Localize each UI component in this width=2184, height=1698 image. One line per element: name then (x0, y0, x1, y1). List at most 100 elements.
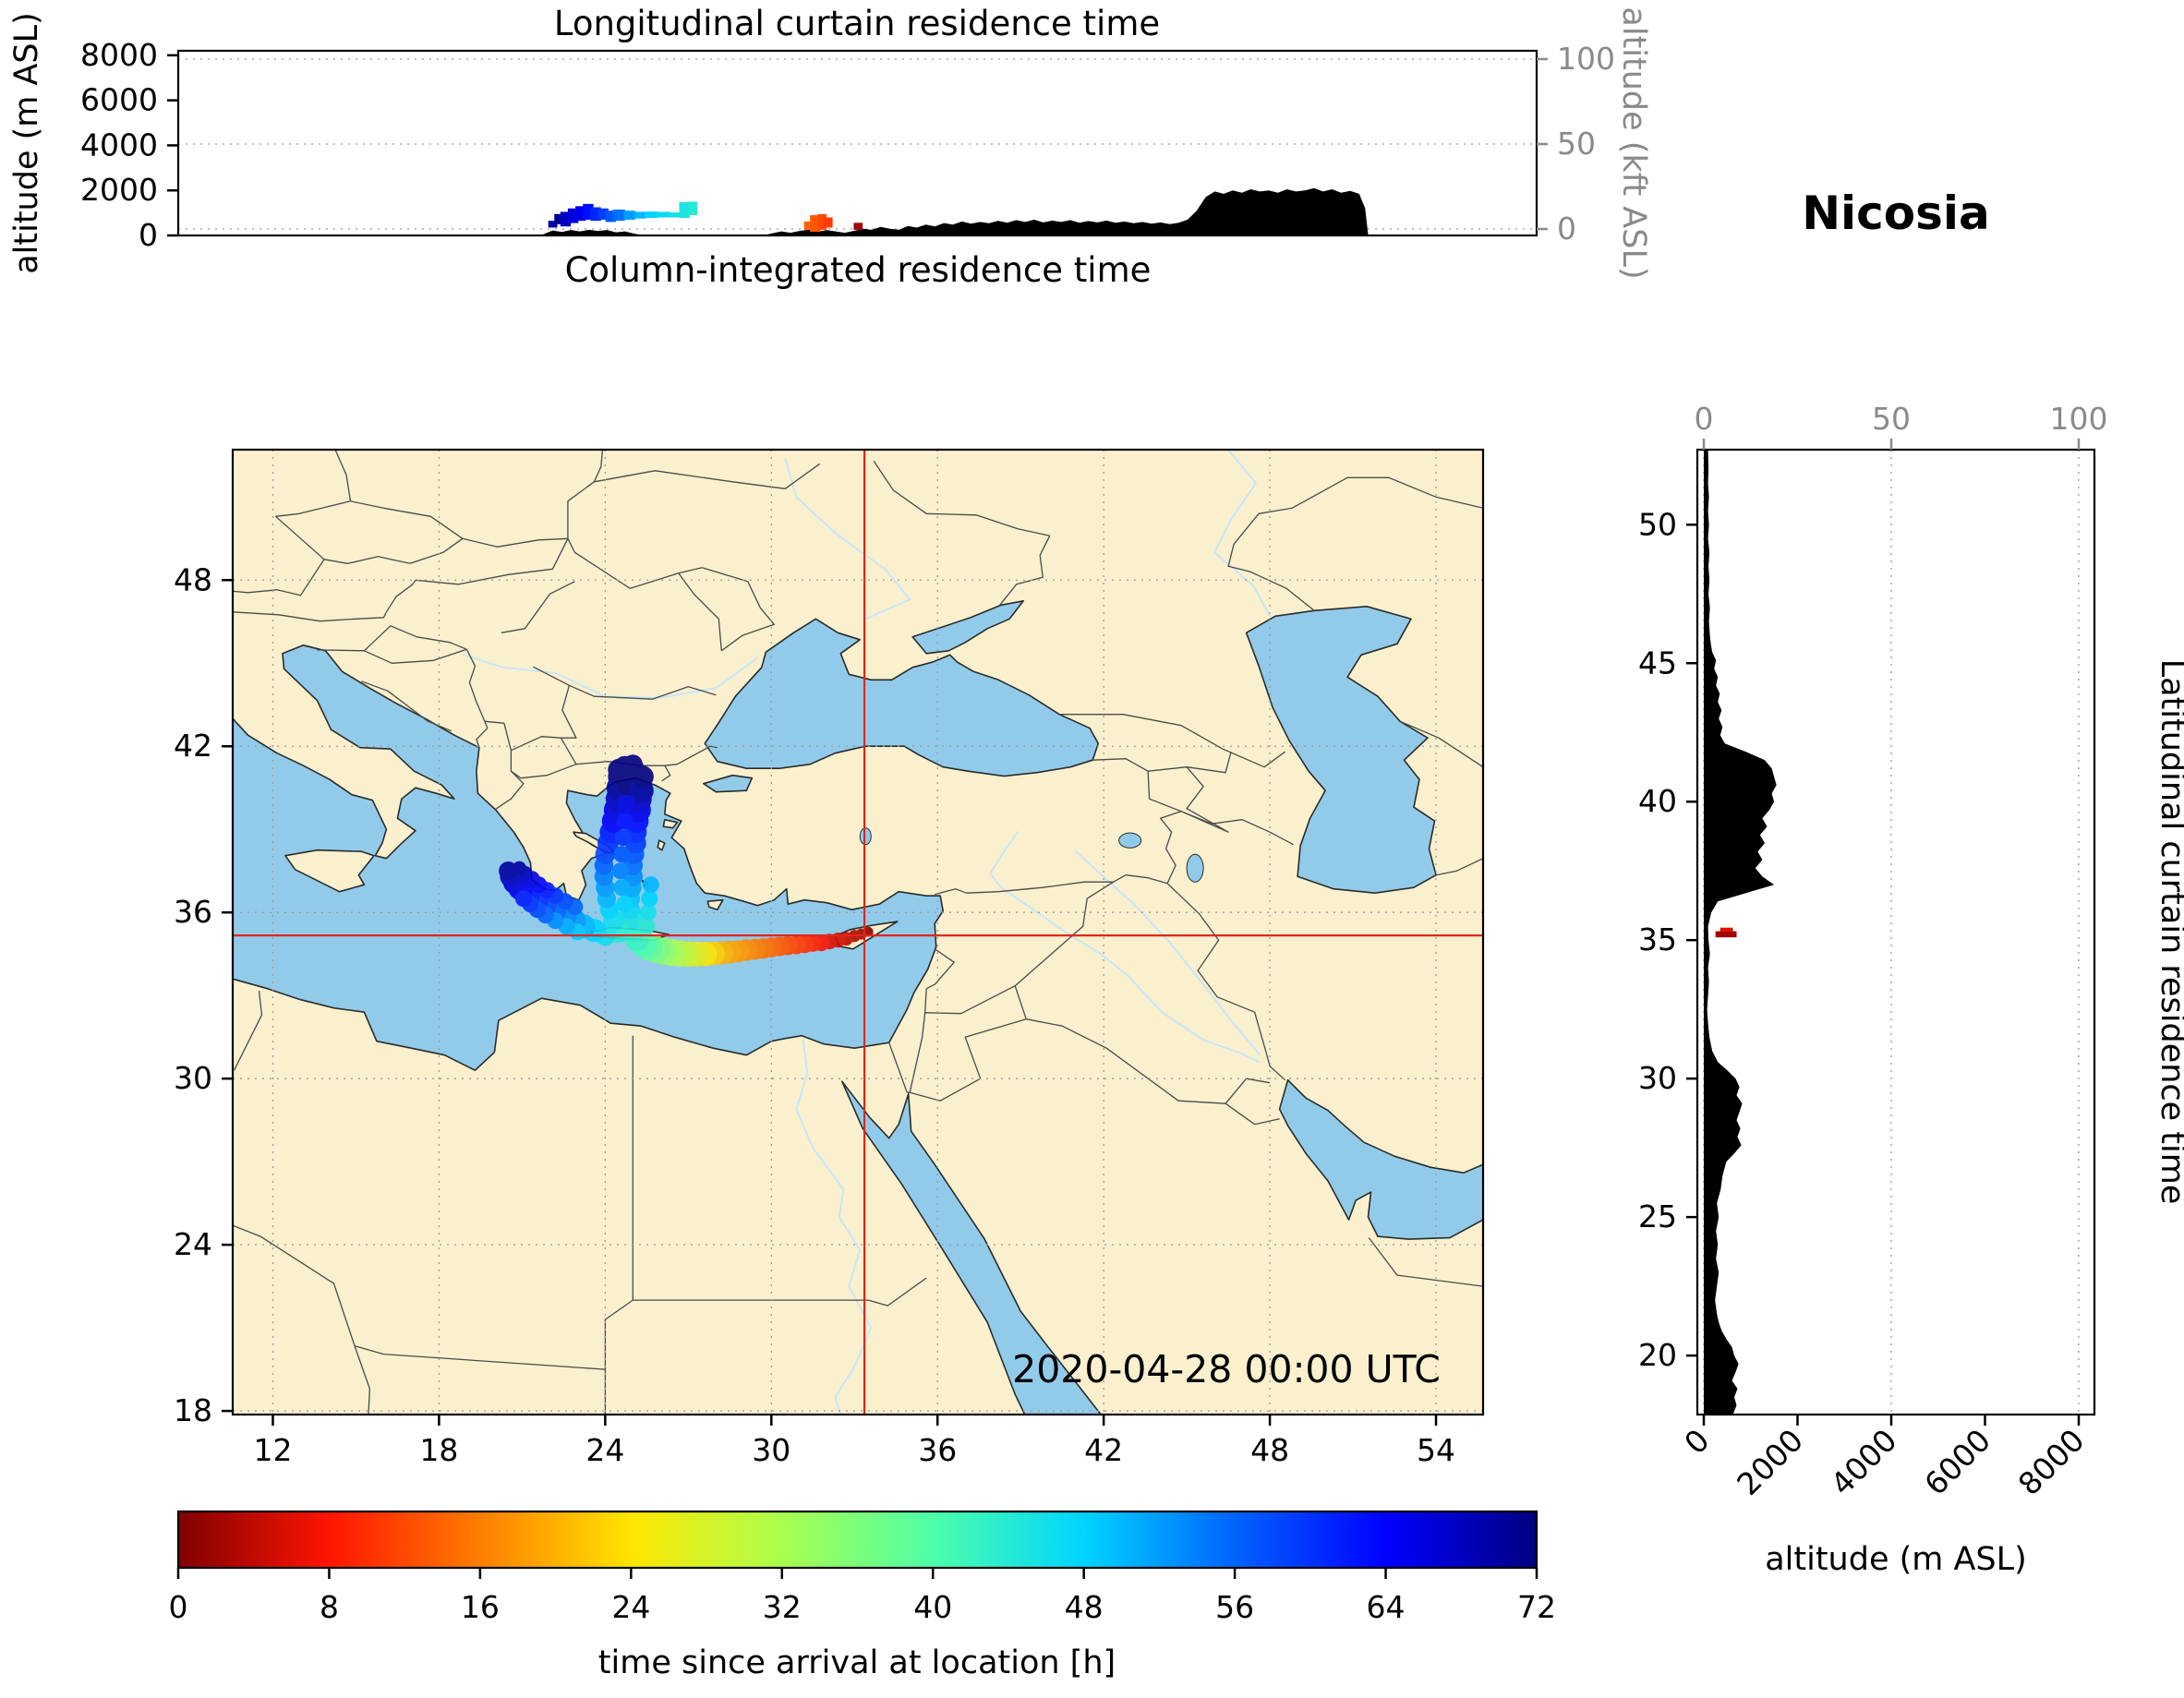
colorbar-tick-label: 56 (1215, 1589, 1254, 1625)
country-border (1399, 720, 1483, 768)
right-alt-label: 8000 (2011, 1422, 2092, 1502)
country-border (1059, 714, 1285, 768)
lake (1118, 832, 1142, 849)
right-lat-label: 25 (1638, 1198, 1677, 1234)
map-clip-group (233, 450, 1483, 1415)
lake (859, 827, 872, 846)
right-kft-label: 50 (1872, 401, 1911, 437)
top-kft-label: 100 (1557, 41, 1615, 77)
colorbar-gradient (178, 1511, 1537, 1568)
country-border (233, 991, 263, 1071)
country-border (1014, 985, 1027, 1019)
plume-cell (633, 211, 646, 219)
country-border (1180, 811, 1294, 846)
right-frame (1695, 448, 2096, 1416)
country-border (409, 537, 464, 564)
country-border (233, 611, 320, 622)
colorbar-tick-label: 16 (461, 1589, 500, 1625)
colorbar-label: time since arrival at location [h] (598, 1644, 1116, 1681)
country-border (476, 728, 489, 748)
plume-cell (567, 208, 579, 223)
country-border (364, 648, 467, 664)
island-rhodes (706, 898, 724, 910)
country-border (233, 1224, 606, 1370)
country-border (354, 1345, 371, 1415)
colorbar-tick-label: 72 (1517, 1589, 1556, 1625)
right-alt-label: 4000 (1824, 1422, 1904, 1502)
country-border (678, 572, 722, 651)
top-ylabel-left: altitude (m ASL) (8, 12, 45, 274)
plume-cell (1715, 931, 1737, 938)
longitudinal-curtain-plot: 0 2000 4000 6000 8000 0 50 100 (80, 37, 1615, 253)
colorbar-plot: 0 8 16 24 32 40 48 56 64 72 (169, 1510, 1556, 1625)
top-clip-group (178, 51, 1537, 235)
plume-cell (810, 215, 821, 233)
map-plot: 12 18 24 30 36 42 48 54 18 24 30 36 42 48 (174, 448, 1485, 1468)
sea-black (704, 618, 1099, 777)
plume-layer (499, 754, 874, 967)
country-border (888, 1042, 908, 1093)
country-border (604, 1299, 633, 1415)
sea-azov (911, 600, 1024, 655)
latitudinal-curtain-panel: Latitudinal curtain residence time altit… (1638, 401, 2184, 1578)
country-border (415, 538, 569, 585)
plume-point (611, 862, 629, 880)
island-chios (657, 839, 666, 851)
country-border (361, 680, 452, 732)
map-lon-label: 12 (253, 1432, 292, 1468)
plume-cell (1719, 927, 1733, 933)
station-title: Nicosia (1802, 187, 1990, 240)
country-border (1014, 881, 1114, 987)
island-sicily (284, 849, 375, 893)
country-border (533, 666, 717, 700)
colorbar-tick-label: 40 (913, 1589, 952, 1625)
right-alt-label: 0 (1677, 1422, 1716, 1461)
country-border (1148, 752, 1232, 774)
plume-cell (597, 208, 609, 220)
colorbar-panel: 0 8 16 24 32 40 48 56 64 72 time since arrival at… (169, 1510, 1556, 1681)
plume-cell (803, 221, 814, 230)
map-lat-label: 48 (174, 561, 212, 597)
map-lon-label: 24 (585, 1432, 624, 1468)
right-xlabel: altitude (m ASL) (1765, 1541, 2027, 1578)
plume-cell (853, 223, 863, 230)
country-border (1026, 1018, 1226, 1104)
colorbar-tick-label: 0 (169, 1589, 188, 1625)
map-lon-label: 36 (918, 1432, 957, 1468)
plume-cell (605, 211, 617, 223)
right-alt-label: 2000 (1730, 1422, 1810, 1502)
right-lat-label: 40 (1638, 783, 1677, 819)
country-border (503, 723, 513, 751)
plume-cell (575, 206, 586, 222)
map-title: Column-integrated residence time (565, 250, 1152, 290)
plume-cell (688, 201, 698, 216)
plume-cell (679, 201, 690, 218)
country-border (1368, 1237, 1483, 1287)
sea-marmara (703, 774, 754, 793)
map-lat-label: 24 (174, 1226, 212, 1262)
plume-cell (554, 213, 564, 224)
colorbar-tick-label: 64 (1367, 1589, 1406, 1625)
top-ytick-label: 6000 (80, 82, 158, 118)
sea-med (233, 644, 944, 1071)
country-border (1225, 1102, 1280, 1126)
longitudinal-curtain-title: Longitudinal curtain residence time (554, 4, 1160, 43)
country-border (462, 537, 568, 548)
country-border (935, 874, 1127, 896)
country-border (907, 988, 927, 1093)
sea-redsea (841, 1080, 1102, 1415)
latitudinal-curtain-plot: 20 25 30 35 40 45 50 0 2000 4000 6000 8000 0 50 100 (1638, 401, 2108, 1502)
latitudinal-curtain-title: Latitudinal curtain residence time (2154, 659, 2184, 1205)
colorbar-tick-label: 48 (1065, 1589, 1104, 1625)
plume-point (616, 896, 633, 913)
top-ytick-label: 8000 (80, 37, 158, 73)
island-lesbos (662, 818, 679, 829)
map-lon-label: 18 (419, 1432, 458, 1468)
map-lon-label: 30 (752, 1432, 790, 1468)
plume-point (614, 829, 632, 847)
country-border (924, 985, 1016, 1015)
country-border (574, 551, 703, 589)
longitudinal-curtain-panel: Longitudinal curtain residence time alti… (8, 4, 1652, 280)
country-border (274, 500, 351, 564)
